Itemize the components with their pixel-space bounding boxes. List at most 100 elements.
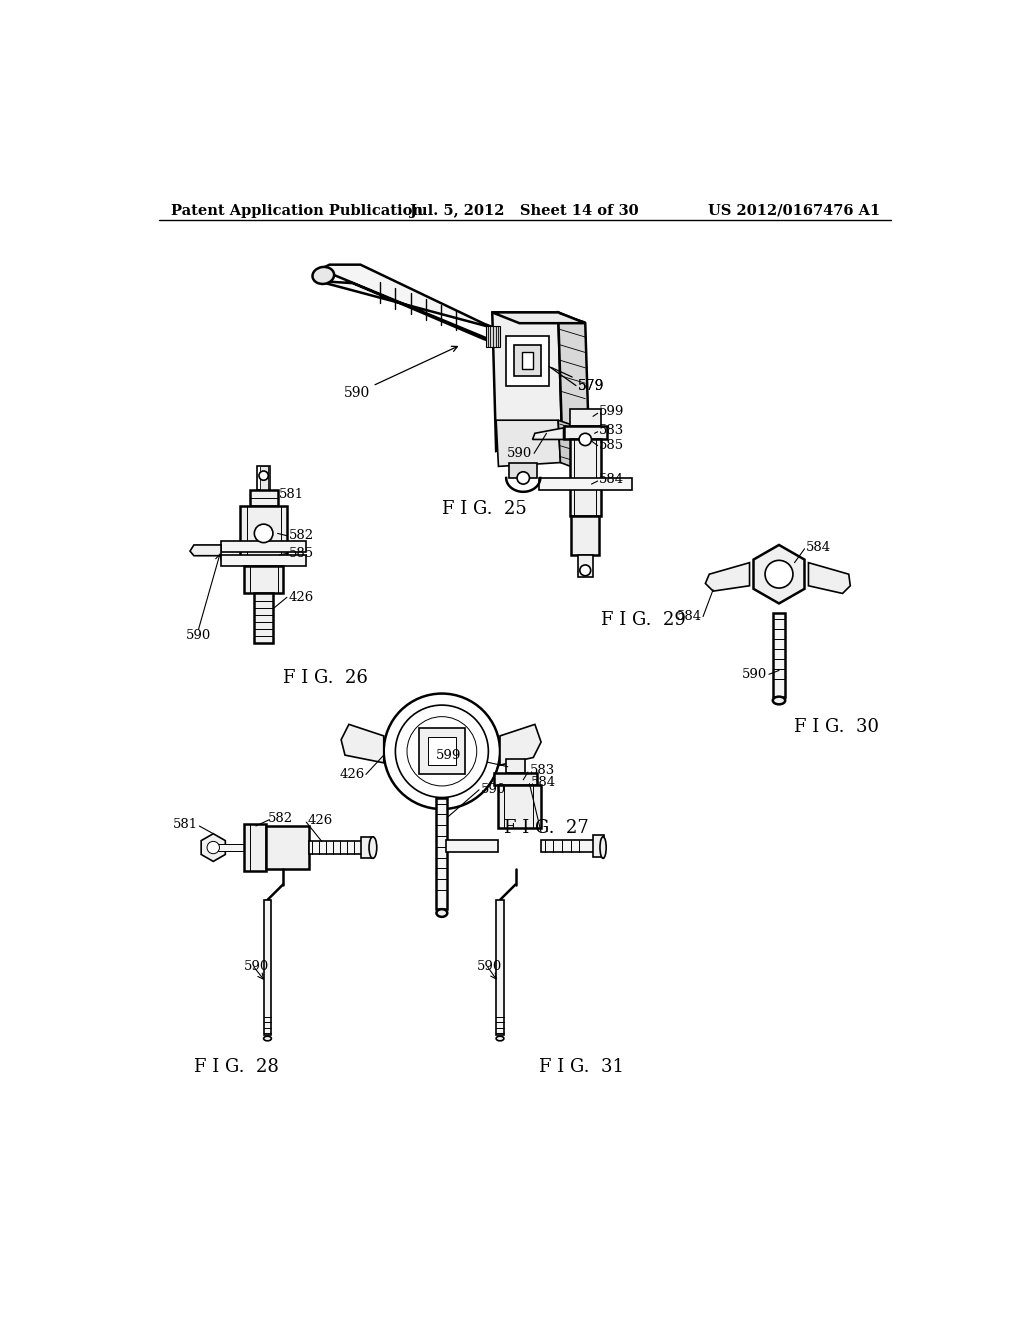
Text: F I G.  27: F I G. 27 — [504, 820, 589, 837]
Bar — [539, 478, 632, 490]
Circle shape — [517, 471, 529, 484]
Text: F I G.  28: F I G. 28 — [195, 1059, 279, 1076]
Bar — [773, 612, 785, 697]
Text: 583: 583 — [529, 764, 555, 777]
Circle shape — [765, 560, 793, 589]
Bar — [569, 440, 601, 516]
Polygon shape — [201, 834, 225, 862]
Polygon shape — [496, 420, 560, 466]
Bar — [263, 900, 271, 1035]
Text: 581: 581 — [280, 488, 304, 502]
Circle shape — [259, 471, 268, 480]
Text: 426: 426 — [289, 591, 313, 603]
Circle shape — [207, 841, 219, 854]
Polygon shape — [428, 738, 456, 766]
Bar — [241, 507, 287, 560]
Polygon shape — [509, 462, 538, 478]
Text: Jul. 5, 2012   Sheet 14 of 30: Jul. 5, 2012 Sheet 14 of 30 — [411, 203, 639, 218]
Bar — [499, 785, 541, 829]
Bar — [445, 840, 499, 853]
Text: 590: 590 — [343, 346, 458, 400]
Polygon shape — [493, 313, 586, 323]
Circle shape — [384, 693, 500, 809]
Text: 590: 590 — [480, 783, 506, 796]
Text: F I G.  31: F I G. 31 — [539, 1059, 624, 1076]
Bar — [245, 566, 283, 593]
Ellipse shape — [312, 267, 334, 284]
Ellipse shape — [600, 837, 606, 858]
Bar — [563, 425, 607, 440]
Bar — [257, 466, 270, 490]
Bar — [221, 541, 306, 552]
Text: 585: 585 — [599, 440, 625, 453]
Text: F I G.  26: F I G. 26 — [283, 669, 368, 688]
Polygon shape — [493, 313, 562, 451]
Bar — [213, 843, 245, 851]
Ellipse shape — [263, 1036, 271, 1040]
Polygon shape — [754, 545, 805, 603]
Polygon shape — [706, 562, 750, 591]
Bar — [571, 516, 599, 554]
Text: 585: 585 — [289, 546, 313, 560]
Bar — [578, 554, 593, 577]
Text: 599: 599 — [436, 748, 461, 762]
Text: 590: 590 — [507, 446, 532, 459]
Bar — [360, 837, 373, 858]
Bar — [254, 593, 273, 643]
Polygon shape — [558, 420, 587, 473]
Text: 599: 599 — [599, 405, 625, 418]
Circle shape — [395, 705, 488, 797]
Ellipse shape — [436, 909, 447, 917]
Ellipse shape — [496, 1036, 504, 1040]
Polygon shape — [521, 352, 534, 370]
Text: 579: 579 — [578, 379, 604, 392]
Text: 584: 584 — [599, 473, 625, 486]
Bar — [221, 554, 306, 566]
Polygon shape — [506, 335, 549, 385]
Polygon shape — [341, 725, 384, 763]
Text: F I G.  30: F I G. 30 — [795, 718, 880, 735]
Circle shape — [580, 565, 591, 576]
Polygon shape — [486, 326, 500, 347]
Bar — [506, 759, 524, 774]
Bar — [593, 836, 604, 857]
Text: Patent Application Publication: Patent Application Publication — [171, 203, 423, 218]
Polygon shape — [314, 264, 499, 343]
Polygon shape — [558, 313, 589, 446]
Ellipse shape — [773, 697, 785, 705]
Text: 582: 582 — [267, 812, 293, 825]
Text: 583: 583 — [599, 424, 625, 437]
Circle shape — [579, 433, 592, 446]
Circle shape — [407, 717, 477, 785]
Text: 426: 426 — [308, 814, 333, 828]
Bar — [245, 825, 266, 871]
Polygon shape — [419, 729, 465, 775]
Bar — [496, 900, 504, 1035]
Polygon shape — [514, 345, 541, 376]
Bar — [436, 797, 447, 909]
Text: 590: 590 — [245, 961, 269, 973]
Text: F I G.  25: F I G. 25 — [442, 500, 527, 517]
Text: 590: 590 — [477, 961, 502, 973]
Text: 582: 582 — [289, 529, 313, 543]
Polygon shape — [809, 562, 850, 594]
Text: F I G.  29: F I G. 29 — [601, 611, 686, 630]
Text: 584: 584 — [806, 541, 831, 554]
Bar — [308, 841, 362, 854]
Polygon shape — [532, 428, 563, 440]
Polygon shape — [500, 725, 541, 766]
Ellipse shape — [369, 837, 377, 858]
Bar — [494, 774, 538, 785]
Text: 581: 581 — [173, 818, 198, 832]
Text: 426: 426 — [339, 768, 365, 781]
Bar — [541, 840, 595, 853]
Bar — [250, 490, 278, 507]
Text: 579: 579 — [551, 367, 604, 392]
Bar — [260, 466, 267, 490]
Bar — [266, 826, 308, 869]
Polygon shape — [190, 545, 221, 556]
Text: 584: 584 — [531, 776, 556, 788]
Text: 590: 590 — [742, 668, 767, 681]
Text: 584: 584 — [677, 610, 701, 623]
Text: US 2012/0167476 A1: US 2012/0167476 A1 — [708, 203, 880, 218]
